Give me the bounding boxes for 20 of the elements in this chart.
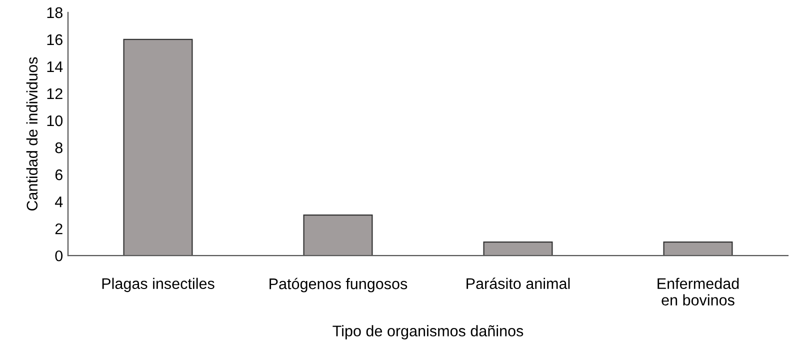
bar	[303, 214, 373, 256]
y-tick-label: 0	[55, 250, 63, 262]
y-tick-label: 10	[47, 115, 63, 126]
bar	[663, 242, 733, 256]
y-tick-label: 18	[47, 7, 62, 18]
y-tick-label: 16	[47, 34, 62, 46]
y-tick-label: 6	[55, 169, 62, 180]
y-tick-label: 2	[55, 223, 62, 234]
x-tick-label: Patógenos fungosos	[270, 278, 408, 292]
x-tick-label: Plagas insectiles	[102, 278, 214, 292]
y-tick-label: 4	[54, 196, 63, 208]
y-tick-label: 8	[55, 142, 62, 154]
bar	[483, 242, 553, 256]
y-tick-label: 14	[47, 61, 63, 72]
y-tick-label: 12	[47, 88, 62, 100]
x-tick-label: Parásito animal	[466, 278, 570, 290]
x-tick-label: Enfermedad en bovinos	[658, 278, 739, 306]
x-axis-title: Tipo de organismos dañinos	[332, 325, 524, 340]
y-axis-title: Cantidad de individuos	[26, 57, 38, 211]
bar	[123, 38, 193, 256]
